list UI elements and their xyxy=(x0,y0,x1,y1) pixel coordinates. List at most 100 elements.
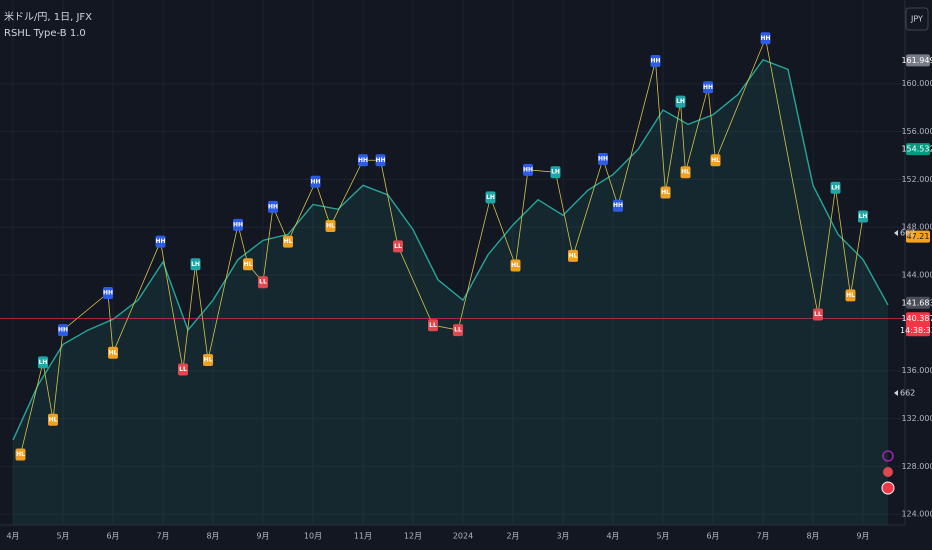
pivot-marker xyxy=(268,200,278,213)
pivot-marker xyxy=(660,186,671,199)
pivot-label: LL xyxy=(454,327,462,334)
pivot-label: LL xyxy=(814,311,822,318)
pivot-label: LH xyxy=(831,184,840,191)
pivot-marker xyxy=(510,259,521,272)
price-axis: 124.000 128.000 132.000 136.000 144.000 148.0… xyxy=(900,54,932,519)
pivot-label: HL xyxy=(109,349,118,356)
pivot-label: HH xyxy=(310,178,320,185)
currency: JPY xyxy=(910,15,923,24)
pivot-label: HL xyxy=(16,451,25,458)
x-tick-label: 9月 xyxy=(856,532,869,541)
y-tick-label: 144.000 xyxy=(901,271,932,280)
pivot-marker xyxy=(813,308,823,321)
price-tag-label: 147.210 xyxy=(901,232,932,241)
x-tick-label: 4月 xyxy=(606,532,619,541)
pivot-marker xyxy=(283,235,293,248)
pivot-marker xyxy=(598,153,608,166)
x-tick-label: 6月 xyxy=(706,532,719,541)
pivot-marker xyxy=(58,324,68,337)
pivot-label: HL xyxy=(326,223,335,230)
pivot-label: LL xyxy=(179,366,187,373)
pivot-marker xyxy=(178,363,188,376)
pivot-marker xyxy=(485,191,496,204)
pivot-marker xyxy=(453,324,463,337)
icon[interactable] xyxy=(881,481,895,495)
pivot-marker xyxy=(243,258,253,271)
pivot-marker xyxy=(103,286,113,299)
pivot-label: LH xyxy=(859,213,868,220)
pivot-marker xyxy=(680,166,691,179)
x-tick-label: 8月 xyxy=(806,532,819,541)
pivot-label: HH xyxy=(58,327,68,334)
price-tag xyxy=(906,312,930,337)
pivot-label: HH xyxy=(375,157,385,164)
pivot-marker xyxy=(650,54,661,67)
y-tick-label: 136.000 xyxy=(901,366,932,375)
pivot-label: LH xyxy=(676,98,685,105)
x-tick-label: 8月 xyxy=(206,532,219,541)
pivot-label: HL xyxy=(49,416,58,423)
x-tick-label: 6月 xyxy=(106,532,119,541)
y-tick-label: 128.000 xyxy=(901,462,932,471)
pivot-label: HL xyxy=(244,261,253,268)
pivot-label: HH xyxy=(155,238,165,245)
pivot-label: HH xyxy=(703,84,713,91)
price-line xyxy=(12,58,889,441)
pivot-marker xyxy=(703,81,713,94)
y-tick-label: 124.000 xyxy=(901,510,932,519)
x-tick-label: 4月 xyxy=(6,532,19,541)
pivot-marker xyxy=(568,249,578,262)
pivot-label: LH xyxy=(486,194,495,201)
price-tag xyxy=(906,230,930,243)
pivot-label: HH xyxy=(103,289,113,296)
price-tag-label: 161.949 xyxy=(901,56,932,65)
currency-box[interactable] xyxy=(905,7,929,31)
icon[interactable] xyxy=(883,467,893,477)
pivot-label: LH xyxy=(39,359,48,366)
x-tick-label: 7月 xyxy=(756,532,769,541)
pivot-label: HH xyxy=(760,35,770,42)
price-tag-label: 141.683 xyxy=(901,298,932,307)
chart-title: 米ドル/円, 1日, JFX xyxy=(4,10,92,23)
icon[interactable] xyxy=(882,450,894,462)
pivot-marker xyxy=(15,448,26,461)
price-area xyxy=(13,59,888,526)
pivot-marker xyxy=(38,356,48,369)
side-label: 662 xyxy=(900,389,915,398)
pivot-label: HH xyxy=(358,157,368,164)
y-tick-label: 148.000 xyxy=(901,223,932,232)
time-left: 14:38:33 xyxy=(900,326,932,335)
side-arrow xyxy=(894,230,898,236)
pivot-marker xyxy=(428,319,438,332)
pivot-marker xyxy=(550,166,561,179)
price-tag-label: 154.532 xyxy=(901,145,932,154)
pivot-marker xyxy=(675,95,686,108)
pivot-marker xyxy=(375,154,386,167)
pivot-label: HH xyxy=(613,202,623,209)
pivot-label: HL xyxy=(661,189,670,196)
pivot-label: HH xyxy=(233,221,243,228)
pivot-marker xyxy=(48,413,58,426)
pivot-label: HL xyxy=(569,252,578,259)
pivot-marker xyxy=(190,258,201,271)
pivot-label: HL xyxy=(204,356,213,363)
pivot-marker xyxy=(613,199,623,212)
pivot-label: LL xyxy=(394,243,402,250)
x-tick-label: 2024 xyxy=(453,532,473,541)
y-tick-label: 156.000 xyxy=(901,127,932,136)
pivot-marker xyxy=(845,289,856,302)
x-tick-label: 11月 xyxy=(354,532,372,541)
pivot-label: HL xyxy=(681,169,690,176)
pivot-marker xyxy=(310,175,321,188)
y-tick-label: 160.000 xyxy=(901,79,932,88)
pivot-label: HL xyxy=(511,262,520,269)
pivot-marker xyxy=(760,32,771,45)
pivot-label: HL xyxy=(846,292,855,299)
side-label: 662 xyxy=(900,229,915,238)
x-tick-label: 5月 xyxy=(56,532,69,541)
x-tick-label: 3月 xyxy=(556,532,569,541)
pivot-marker xyxy=(858,210,868,223)
x-tick-label: 9月 xyxy=(256,532,269,541)
